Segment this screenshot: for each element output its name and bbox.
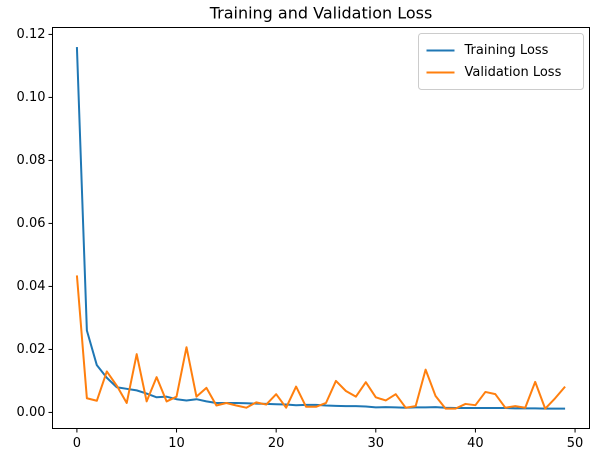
x-tick-label: 50: [567, 436, 584, 451]
y-tick-label: 0.08: [17, 153, 46, 168]
x-tick-label: 20: [268, 436, 285, 451]
line-series: [75, 46, 566, 410]
x-tick-label: 10: [168, 436, 185, 451]
y-tick-label: 0.10: [17, 90, 46, 105]
line-series: [75, 275, 566, 410]
legend-label: Validation Loss: [465, 65, 562, 80]
axes-frame: [52, 27, 590, 429]
legend-box: [418, 33, 584, 90]
legend-label: Training Loss: [464, 43, 549, 58]
y-tick-label: 0.06: [17, 216, 46, 231]
x-tick-label: 30: [368, 436, 385, 451]
y-tick-label: 0.04: [17, 279, 46, 294]
y-tick-label: 0.02: [17, 342, 46, 357]
y-tick-label: 0.12: [17, 27, 46, 42]
y-tick-label: 0.00: [17, 405, 46, 420]
x-tick-label: 40: [467, 436, 484, 451]
chart-title: Training and Validation Loss: [209, 4, 433, 23]
x-tick-label: 0: [73, 436, 81, 451]
